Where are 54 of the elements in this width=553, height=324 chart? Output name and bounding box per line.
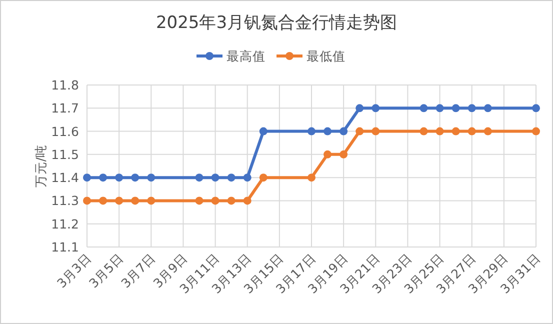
point: [436, 104, 444, 112]
point: [340, 127, 348, 136]
point: [324, 127, 332, 136]
point: [211, 196, 220, 205]
y-tick-label: 11.3: [51, 193, 79, 208]
point: [211, 174, 220, 182]
point: [484, 127, 492, 136]
point: [227, 174, 236, 182]
point: [83, 196, 91, 205]
y-tick-label: 11.8: [51, 78, 80, 92]
point: [324, 150, 332, 158]
point: [308, 174, 316, 182]
point: [372, 127, 380, 136]
point: [340, 150, 348, 158]
point: [452, 104, 460, 112]
point: [147, 174, 156, 182]
point: [468, 127, 476, 136]
legend-label: 最高值: [226, 48, 266, 64]
point: [99, 196, 108, 205]
point: [436, 127, 444, 136]
chart-title: 2025年3月钒氮合金行情走势图: [156, 13, 398, 33]
point: [532, 127, 540, 136]
point: [372, 104, 380, 112]
y-tick-label: 11.2: [51, 216, 79, 232]
point: [243, 174, 252, 182]
point: [356, 127, 364, 136]
point: [115, 196, 124, 205]
point: [420, 127, 428, 136]
y-tick-label: 11.6: [51, 124, 80, 139]
point: [115, 174, 124, 182]
point: [195, 196, 204, 205]
point: [131, 174, 140, 182]
point: [195, 174, 204, 182]
point: [83, 174, 91, 182]
point: [532, 104, 540, 112]
point: [147, 196, 156, 205]
point: [468, 104, 476, 112]
point: [484, 104, 492, 112]
point: [452, 127, 460, 136]
point: [259, 174, 268, 182]
point: [243, 196, 252, 205]
point: [308, 127, 316, 136]
point: [227, 196, 236, 205]
point: [259, 127, 268, 136]
y-tick-label: 11.7: [51, 100, 79, 116]
point: [131, 196, 140, 205]
y-tick-label: 11.5: [51, 146, 79, 162]
y-tick-label: 11.4: [51, 170, 80, 186]
legend-label: 最低值: [306, 48, 346, 64]
point: [99, 174, 108, 182]
y-axis-title: 万元/吨: [33, 144, 48, 188]
point: [420, 104, 428, 112]
y-tick-label: 11.1: [51, 240, 79, 254]
point: [356, 104, 364, 112]
